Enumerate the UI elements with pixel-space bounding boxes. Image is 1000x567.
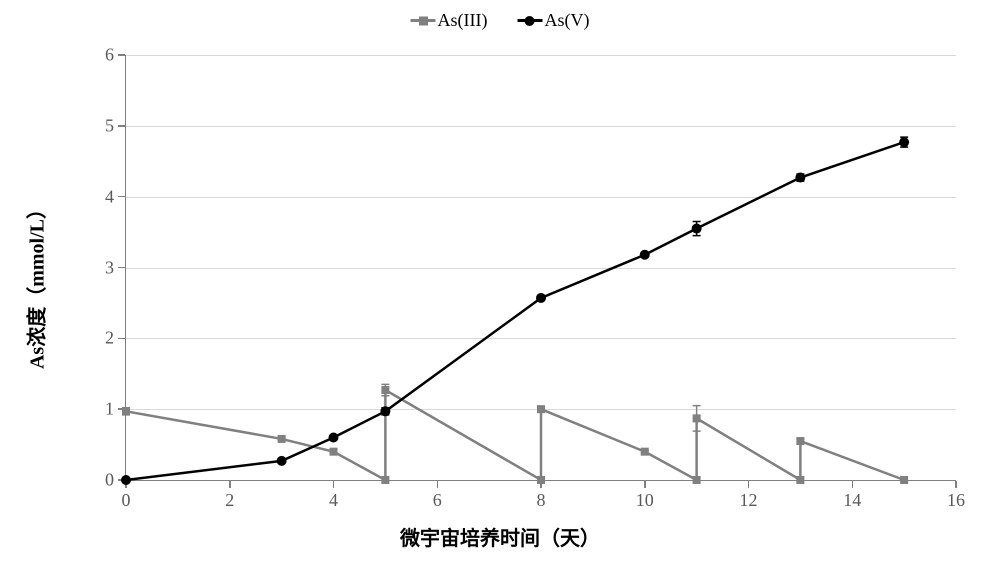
x-tick-label: 0 <box>122 490 131 511</box>
series-As(III) <box>122 384 908 484</box>
circle-marker-icon <box>524 15 536 27</box>
circle-marker <box>536 293 546 303</box>
square-marker <box>641 448 649 456</box>
legend-line-as3 <box>411 19 436 22</box>
y-tick <box>118 338 125 340</box>
square-marker <box>381 476 389 484</box>
data-svg <box>126 55 956 480</box>
y-tick <box>118 54 125 56</box>
y-tick <box>118 125 125 127</box>
legend: As(III) As(V) <box>411 10 590 31</box>
square-marker <box>693 414 701 422</box>
x-tick-label: 6 <box>433 490 442 511</box>
y-tick-label: 6 <box>105 45 114 66</box>
circle-marker <box>329 433 339 443</box>
x-tick <box>437 481 439 488</box>
x-tick-label: 4 <box>329 490 338 511</box>
x-tick-label: 2 <box>225 490 234 511</box>
x-tick <box>229 481 231 488</box>
square-marker <box>693 476 701 484</box>
circle-marker <box>692 224 702 234</box>
y-tick <box>118 267 125 269</box>
y-axis-label: As浓度（mmol/L） <box>21 198 50 368</box>
series-As(V) <box>121 137 909 485</box>
y-tick-label: 1 <box>105 399 114 420</box>
x-tick-label: 8 <box>537 490 546 511</box>
square-marker <box>796 476 804 484</box>
legend-item-as3: As(III) <box>411 10 488 31</box>
series-line <box>126 142 904 480</box>
square-marker <box>278 435 286 443</box>
x-tick <box>955 481 957 488</box>
y-tick-label: 5 <box>105 115 114 136</box>
y-tick-label: 4 <box>105 186 114 207</box>
x-tick-label: 16 <box>947 490 965 511</box>
x-tick-label: 10 <box>636 490 654 511</box>
x-tick-label: 12 <box>740 490 758 511</box>
plot-area: 0123456 0246810121416 <box>125 55 956 481</box>
chart-container: As(III) As(V) As浓度（mmol/L） 0123456 02468… <box>10 10 990 557</box>
circle-marker <box>277 456 287 466</box>
y-tick-label: 2 <box>105 328 114 349</box>
square-marker <box>381 386 389 394</box>
circle-marker <box>121 475 131 485</box>
x-tick <box>333 481 335 488</box>
circle-marker <box>380 406 390 416</box>
square-marker <box>537 405 545 413</box>
circle-marker <box>795 173 805 183</box>
legend-label-as5: As(V) <box>544 10 589 31</box>
x-axis-label: 微宇宙培养时间（天） <box>400 522 600 551</box>
legend-item-as5: As(V) <box>517 10 589 31</box>
square-marker <box>537 476 545 484</box>
legend-line-as5 <box>517 19 542 22</box>
y-tick <box>118 196 125 198</box>
x-tick-label: 14 <box>843 490 861 511</box>
square-marker <box>900 476 908 484</box>
circle-marker <box>640 250 650 260</box>
square-marker-icon <box>418 16 428 26</box>
x-tick <box>748 481 750 488</box>
circle-marker <box>899 137 909 147</box>
legend-label-as3: As(III) <box>438 10 488 31</box>
square-marker <box>122 407 130 415</box>
x-tick <box>644 481 646 488</box>
y-tick-label: 0 <box>105 470 114 491</box>
y-tick-label: 3 <box>105 257 114 278</box>
square-marker <box>796 437 804 445</box>
x-tick <box>852 481 854 488</box>
square-marker <box>330 448 338 456</box>
